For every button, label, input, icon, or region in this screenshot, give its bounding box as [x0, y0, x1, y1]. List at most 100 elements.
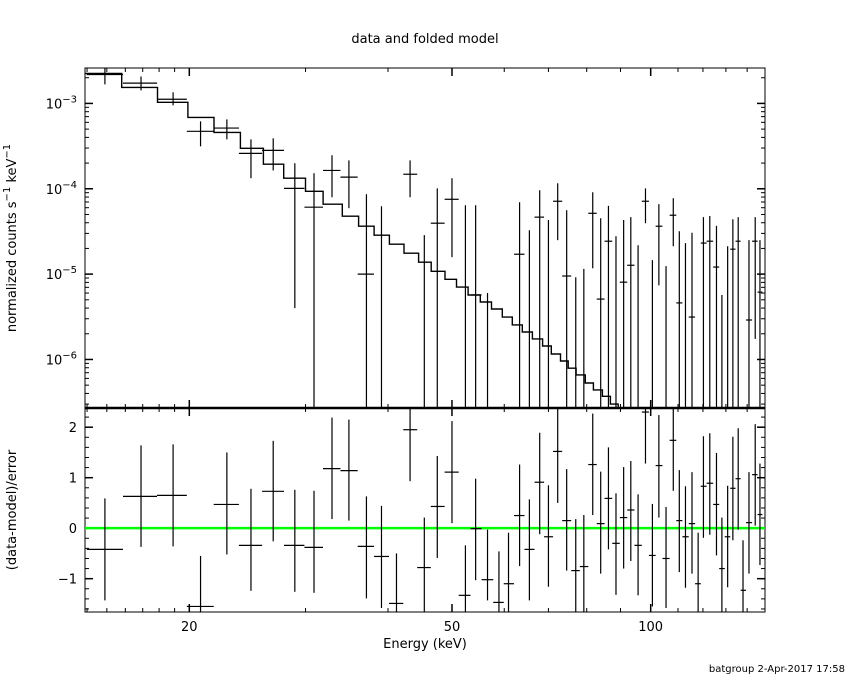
top-frame [84, 67, 766, 409]
data-point [238, 139, 263, 179]
tick-base: 10 [46, 353, 63, 368]
residual-point [682, 486, 689, 588]
residual-point [514, 464, 525, 567]
residual-point [323, 417, 341, 520]
data-point [730, 219, 736, 408]
residual-point [284, 489, 305, 592]
residual-point [562, 469, 572, 571]
residual-point [641, 408, 649, 464]
residual-point [604, 447, 613, 550]
bottom-frame [84, 407, 766, 613]
data-point [757, 240, 763, 408]
x-tick-label: 50 [444, 620, 461, 635]
data-point [157, 92, 187, 106]
data-point [688, 232, 696, 408]
residual-point [695, 532, 701, 612]
data-point [604, 205, 613, 408]
residual-point [669, 408, 677, 491]
residual-point [122, 445, 158, 547]
y-tick-label: 10−5 [46, 265, 77, 283]
residual-point [493, 551, 504, 612]
residual-point [588, 413, 597, 516]
residual-point [752, 424, 758, 526]
tick-base: 10 [46, 268, 63, 283]
data-point [706, 215, 714, 408]
data-point [627, 217, 635, 408]
data-point [713, 225, 720, 408]
tick-base: 10 [46, 97, 63, 112]
residual-point [713, 452, 720, 556]
residual-point [553, 409, 563, 503]
data-point [745, 240, 753, 408]
data-point [430, 188, 445, 408]
ylabel-mid: keV [5, 158, 20, 186]
residual-point [403, 408, 418, 482]
residual-point [619, 467, 628, 569]
y-tick-label: −1 [58, 573, 77, 588]
data-point [676, 231, 683, 408]
y-tick-label: 10−3 [46, 94, 77, 112]
x-tick-label: 20 [181, 620, 198, 635]
residual-point [157, 444, 187, 547]
residual-point [373, 505, 389, 608]
y-tick-label: 10−4 [46, 180, 77, 198]
data-point [213, 119, 239, 140]
tick-exponent: −6 [62, 350, 77, 361]
data-point [669, 198, 677, 247]
x-axis-label: Energy (keV) [383, 637, 467, 652]
data-point [357, 194, 374, 408]
residual-point [745, 472, 753, 574]
residual-point [534, 432, 545, 535]
residual-point [740, 540, 746, 612]
data-point [284, 163, 305, 309]
y-tick-label: 0 [69, 522, 77, 537]
residual-point [579, 515, 589, 612]
residual-point [662, 506, 670, 608]
data-point [514, 202, 525, 408]
ylabel-sup1: −1 [2, 187, 13, 202]
data-point [186, 121, 214, 147]
residual-point [719, 517, 725, 612]
tick-exponent: −3 [62, 94, 77, 105]
tick-base: 10 [46, 183, 63, 198]
residual-point [612, 493, 620, 595]
data-point [641, 188, 649, 224]
data-point [735, 217, 741, 408]
x-tick-label: 100 [638, 620, 663, 635]
data-point [655, 204, 663, 286]
residual-point [481, 529, 494, 601]
data-point [700, 217, 707, 408]
data-point [340, 160, 358, 209]
residual-point [186, 555, 214, 612]
residual-point [648, 503, 656, 607]
data-point [596, 218, 605, 408]
residual-point [238, 488, 263, 591]
residual-point [357, 496, 374, 599]
residual-point [596, 471, 605, 574]
residual-point [730, 436, 736, 541]
data-point [752, 217, 758, 339]
residual-point [757, 463, 763, 566]
residual-point [634, 494, 642, 596]
residual-point [571, 519, 580, 612]
data-point [323, 155, 341, 198]
ylabel-sup2: −1 [2, 144, 13, 159]
data-point [304, 173, 324, 408]
residual-point [724, 485, 731, 588]
model-step-line [85, 72, 619, 408]
residual-point [700, 436, 707, 538]
data-point [470, 205, 482, 408]
y-tick-label: 1 [69, 472, 77, 487]
residual-point [470, 478, 482, 581]
data-point [588, 192, 597, 269]
y-tick-label: 10−6 [46, 350, 77, 368]
data-point [534, 190, 545, 408]
residual-point [735, 428, 741, 530]
residual-point [262, 440, 285, 542]
residual-point [524, 499, 535, 601]
residual-point [417, 517, 431, 612]
residual-point [388, 553, 404, 612]
residual-point [627, 461, 635, 561]
data-point [444, 178, 459, 258]
